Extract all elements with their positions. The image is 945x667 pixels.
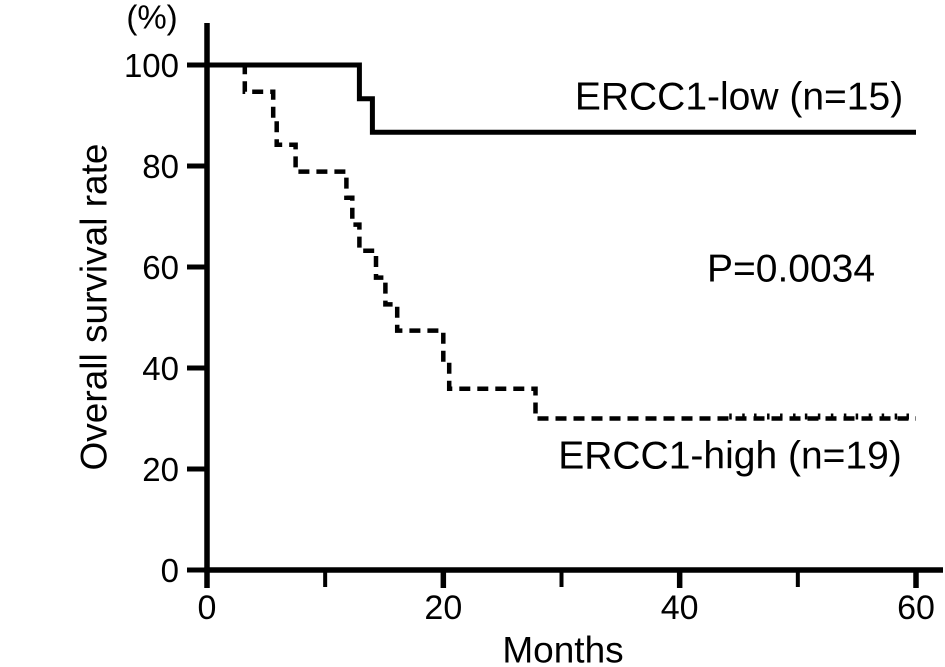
y-axis-title: Overall survival rate [73,143,115,471]
curve-ercc1-high [207,62,916,421]
series-label-ercc1-high: ERCC1-high (n=19) [558,434,902,478]
curve-ercc1-low [207,62,916,135]
y-tick-label: 60 [142,249,179,286]
y-tick-label: 40 [142,350,179,387]
x-tick-label: 20 [424,589,462,627]
p-value-annotation: P=0.0034 [706,247,876,291]
series-label-ercc1-low: ERCC1-low (n=15) [574,75,904,119]
x-tick-label: 0 [198,589,217,627]
x-axis-title: Months [502,629,624,667]
y-tick-label: 100 [124,47,179,84]
x-tick-label: 40 [661,589,699,627]
y-tick-label: 20 [142,451,179,488]
y-axis-unit-label: (%) [126,0,178,36]
y-tick-label: 80 [142,148,179,185]
y-tick-label: 0 [161,552,179,589]
x-tick-label: 60 [897,589,935,627]
